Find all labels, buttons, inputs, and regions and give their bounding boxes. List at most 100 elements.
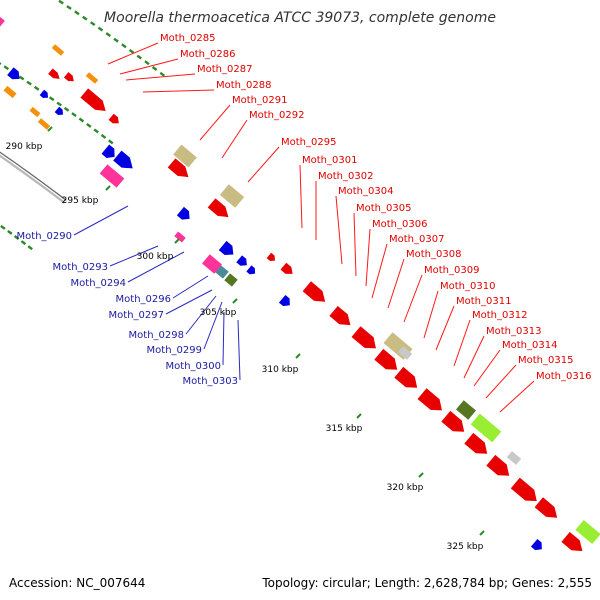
forward-label-leader <box>199 104 231 141</box>
reverse-gene-arrow <box>218 240 234 256</box>
gc-dot <box>63 106 70 112</box>
forward-label-leader <box>247 146 280 183</box>
reverse-gene-label: Moth_0299 <box>147 345 202 356</box>
gc-dot <box>78 117 85 123</box>
gc-dot <box>121 43 127 49</box>
forward-gene-label: Moth_0285 <box>160 33 215 44</box>
forward-gene-arrow <box>48 68 60 79</box>
gene-feature-box <box>224 273 238 287</box>
reverse-gene-label: Moth_0298 <box>129 330 184 341</box>
kbp-ticks: 290 kbp 295 kbp 300 kbp 305 kbp 310 kbp 315 k… <box>6 126 485 552</box>
forward-gene-label: Moth_0309 <box>424 265 479 276</box>
forward-gene-label: Moth_0286 <box>180 49 235 60</box>
genome-summary: Topology: circular; Length: 2,628,784 bp… <box>261 576 592 590</box>
gene-feature-box <box>85 72 99 84</box>
gene-feature-box <box>3 85 17 99</box>
kbp-tick-label: 295 kbp <box>62 196 99 206</box>
gc-dot <box>136 54 143 60</box>
gc-dot <box>100 133 107 139</box>
forward-gene-arrow <box>63 72 74 82</box>
forward-gene-label: Moth_0316 <box>536 371 591 382</box>
gene-feature-box <box>99 164 125 188</box>
gc-dot <box>58 0 64 5</box>
label-leaders <box>73 42 535 413</box>
gc-dot <box>74 10 80 16</box>
forward-gene-arrow <box>374 348 398 370</box>
gene-feature-box <box>51 44 65 56</box>
gc-dot <box>0 224 6 230</box>
forward-label-leader <box>125 73 196 81</box>
forward-gene-arrow <box>80 88 106 111</box>
forward-gene-arrow <box>561 531 583 552</box>
gc-dot <box>20 240 27 246</box>
forward-gene-arrow <box>302 281 326 302</box>
map-title: Moorella thermoacetica ATCC 39073, compl… <box>104 10 496 26</box>
forward-gene-label: Moth_0312 <box>472 310 527 321</box>
forward-gene-label: Moth_0288 <box>216 80 271 91</box>
forward-gene-label: Moth_0292 <box>249 110 304 121</box>
gene-feature-box <box>174 231 186 243</box>
forward-gene-label: Moth_0295 <box>281 137 336 148</box>
reverse-label-leader <box>73 205 129 236</box>
forward-label-leader <box>119 58 179 75</box>
reverse-label-leader <box>165 289 213 315</box>
gc-dot <box>26 80 32 86</box>
reverse-gene-label: Moth_0303 <box>183 376 238 387</box>
forward-label-leader <box>221 119 248 159</box>
gc-dot <box>97 26 104 32</box>
forward-gene-arrow <box>266 252 276 261</box>
kbp-tick-label: 305 kbp <box>200 308 237 318</box>
gc-dot <box>128 48 135 54</box>
forward-gene-label: Moth_0287 <box>197 64 252 75</box>
gc-dot <box>108 139 114 145</box>
kbp-tick-label: 290 kbp <box>6 142 43 152</box>
forward-label-leader <box>453 319 471 367</box>
gene-features <box>0 17 600 552</box>
forward-gene-label: Moth_0301 <box>302 155 357 166</box>
reverse-label-leader <box>222 311 225 366</box>
gc-dot <box>144 60 150 66</box>
forward-gene-label: Moth_0305 <box>356 203 411 214</box>
forward-label-leader <box>423 290 439 339</box>
forward-gene-label: Moth_0291 <box>232 95 287 106</box>
gene-feature-box <box>29 106 41 118</box>
reverse-gene-label: Moth_0296 <box>116 294 171 305</box>
gc-dot <box>82 15 88 21</box>
gene-feature-box <box>202 254 222 274</box>
forward-label-leader <box>473 349 501 387</box>
kbp-tick-mark <box>295 353 301 359</box>
kbp-tick-mark <box>105 185 111 191</box>
reverse-gene-arrow <box>7 67 20 80</box>
forward-label-leader <box>499 380 535 413</box>
gc-dot <box>105 32 112 38</box>
gc-dot-tracks <box>0 0 166 251</box>
gc-dot <box>48 96 55 102</box>
forward-gene-arrow <box>329 305 351 326</box>
reverse-gene-label: Moth_0290 <box>17 231 72 242</box>
gc-dot <box>113 37 119 43</box>
reverse-gene-arrow <box>113 150 133 169</box>
gc-dot <box>56 101 62 107</box>
gene-feature-box <box>456 400 476 420</box>
reverse-gene-arrow <box>236 255 247 266</box>
gene-feature-box <box>173 144 197 168</box>
gc-dot <box>93 128 99 134</box>
forward-gene-label: Moth_0311 <box>456 296 511 307</box>
forward-label-leader <box>107 42 159 65</box>
reverse-gene-arrow <box>54 106 64 115</box>
gc-dot <box>0 60 2 66</box>
reverse-gene-arrow <box>278 294 290 307</box>
gc-dot <box>7 229 13 235</box>
gc-dot <box>33 85 40 91</box>
reverse-gene-arrow <box>530 538 542 551</box>
gene-feature-box <box>470 413 502 443</box>
forward-label-leader <box>142 89 215 93</box>
kbp-tick-mark <box>174 238 180 244</box>
forward-gene-arrow <box>167 158 189 178</box>
kbp-tick-mark <box>232 298 238 304</box>
kbp-tick-label: 325 kbp <box>447 542 484 552</box>
gene-feature-box <box>219 184 245 208</box>
kbp-tick-mark <box>479 530 485 536</box>
forward-label-leader <box>353 212 357 277</box>
forward-label-leader <box>365 228 371 287</box>
